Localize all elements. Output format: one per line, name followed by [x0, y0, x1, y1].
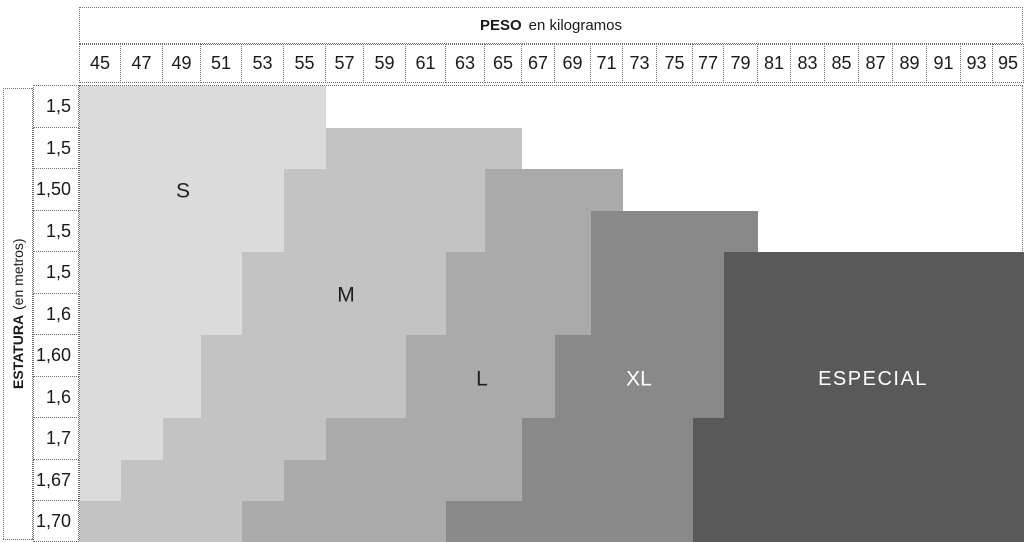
- region-xl-row-6: [555, 335, 724, 377]
- weight-tick-61: 61: [405, 44, 446, 83]
- region-especial-row-6: [724, 335, 1024, 377]
- weight-tick-77: 77: [692, 44, 724, 83]
- weight-tick-53: 53: [241, 44, 284, 83]
- region-s-row-7: [80, 377, 201, 418]
- region-l-row-7: [406, 377, 555, 418]
- region-m-row-2: [284, 169, 485, 211]
- region-m-row-3: [284, 211, 485, 252]
- region-l-row-8: [326, 418, 522, 460]
- weight-tick-89: 89: [892, 44, 927, 83]
- region-s-row-6: [80, 335, 201, 377]
- region-label-l: L: [476, 367, 488, 391]
- region-especial-row-8: [693, 418, 1024, 460]
- region-m-row-10: [80, 501, 242, 542]
- weight-tick-73: 73: [622, 44, 657, 83]
- weight-tick-79: 79: [723, 44, 758, 83]
- height-tick-3: 1,5: [33, 210, 79, 252]
- size-grid: S M L XL ESPECIAL: [79, 85, 1024, 542]
- region-l-row-2: [485, 169, 623, 211]
- weight-axis-title-suffix: en kilogramos: [528, 17, 623, 34]
- weight-tick-49: 49: [162, 44, 201, 83]
- height-axis-title: ESTATURA (en metros): [3, 88, 33, 540]
- region-l-row-5: [446, 294, 591, 335]
- region-l-row-6: [406, 335, 555, 377]
- weight-tick-87: 87: [858, 44, 893, 83]
- region-especial-row-5: [724, 294, 1024, 335]
- weight-tick-65: 65: [484, 44, 522, 83]
- region-especial-row-9: [693, 460, 1024, 501]
- region-s-row-8: [80, 418, 163, 460]
- height-tick-9: 1,67: [33, 459, 79, 501]
- region-s-row-0: [80, 86, 326, 128]
- region-s-row-3: [80, 211, 284, 252]
- weight-axis-title-bold: PESO: [479, 17, 522, 34]
- region-m-row-4: [242, 252, 446, 294]
- weight-tick-93: 93: [960, 44, 993, 83]
- region-s-row-5: [80, 294, 242, 335]
- height-tick-0: 1,5: [33, 85, 79, 128]
- region-l-row-3: [485, 211, 591, 252]
- height-tick-5: 1,6: [33, 293, 79, 335]
- region-m-row-7: [201, 377, 406, 418]
- height-axis-title-suffix: (en metros): [10, 238, 26, 311]
- region-m-row-1: [326, 128, 522, 169]
- region-xl-row-10: [446, 501, 693, 542]
- region-l-row-10: [242, 501, 446, 542]
- region-xl-row-4: [591, 252, 724, 294]
- weight-tick-45: 45: [79, 44, 121, 83]
- region-especial-row-7: [724, 377, 1024, 418]
- region-l-row-4: [446, 252, 591, 294]
- region-especial-row-10: [693, 501, 1024, 542]
- weight-tick-67: 67: [521, 44, 555, 83]
- region-m-row-8: [163, 418, 326, 460]
- region-s-row-9: [80, 460, 121, 501]
- weight-tick-51: 51: [200, 44, 242, 83]
- region-l-row-9: [284, 460, 522, 501]
- region-xl-row-5: [591, 294, 724, 335]
- region-xl-row-9: [522, 460, 693, 501]
- region-label-xl: XL: [626, 367, 652, 391]
- height-tick-1: 1,5: [33, 127, 79, 169]
- region-s-row-1: [80, 128, 326, 169]
- height-axis-title-bold: ESTATURA: [10, 315, 26, 390]
- height-tick-10: 1,70: [33, 500, 79, 542]
- weight-tick-75: 75: [656, 44, 693, 83]
- height-tick-7: 1,6: [33, 376, 79, 418]
- weight-tick-95: 95: [992, 44, 1024, 83]
- region-m-row-5: [242, 294, 446, 335]
- region-m-row-9: [121, 460, 284, 501]
- weight-tick-47: 47: [120, 44, 163, 83]
- region-label-s: S: [175, 179, 191, 203]
- region-s-row-2: [80, 169, 284, 211]
- weight-tick-63: 63: [445, 44, 485, 83]
- region-label-especial: ESPECIAL: [818, 368, 928, 390]
- height-tick-4: 1,5: [33, 251, 79, 294]
- weight-tick-81: 81: [757, 44, 791, 83]
- region-especial-row-4: [724, 252, 1024, 294]
- height-tick-2: 1,50: [33, 168, 79, 211]
- region-xl-row-7: [555, 377, 724, 418]
- weight-tick-71: 71: [590, 44, 623, 83]
- weight-tick-91: 91: [926, 44, 961, 83]
- weight-tick-55: 55: [283, 44, 326, 83]
- weight-tick-83: 83: [790, 44, 825, 83]
- weight-axis-title: PESO en kilogramos: [79, 7, 1023, 44]
- weight-tick-57: 57: [325, 44, 364, 83]
- region-m-row-6: [201, 335, 406, 377]
- region-s-row-4: [80, 252, 242, 294]
- weight-tick-69: 69: [554, 44, 591, 83]
- height-tick-8: 1,7: [33, 417, 79, 460]
- weight-tick-85: 85: [824, 44, 859, 83]
- region-xl-row-3: [591, 211, 758, 252]
- weight-tick-59: 59: [363, 44, 406, 83]
- region-xl-row-8: [522, 418, 693, 460]
- region-label-m: M: [337, 283, 355, 307]
- height-tick-6: 1,60: [33, 334, 79, 377]
